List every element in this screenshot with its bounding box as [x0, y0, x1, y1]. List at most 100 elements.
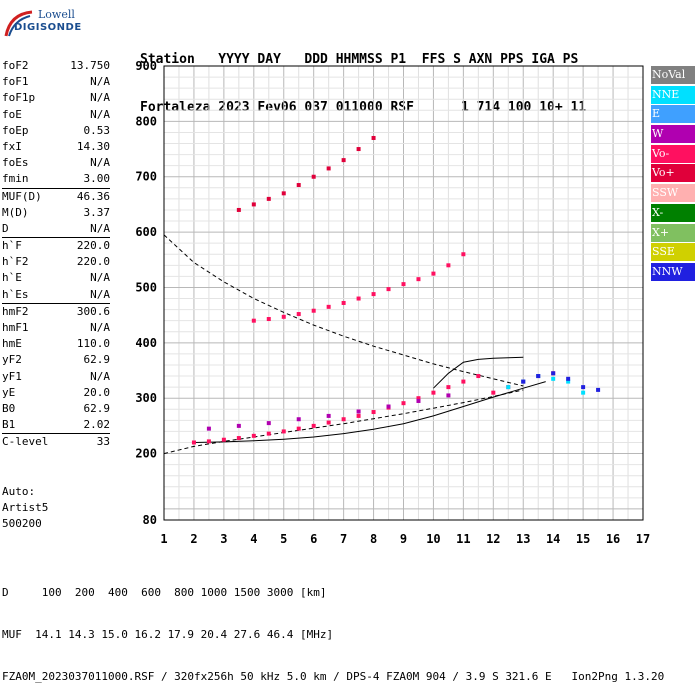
x-tick-label: 14 — [546, 532, 560, 546]
legend-item: NoVal — [651, 66, 695, 84]
data-point — [581, 385, 586, 390]
param-row: h`F 220.0 — [2, 238, 110, 254]
data-point — [416, 277, 421, 282]
auto-line1: Auto: — [2, 485, 36, 498]
data-point — [326, 166, 331, 171]
data-point — [296, 183, 301, 188]
autoscaling-info: Auto: Artist5 500200 — [2, 484, 48, 532]
param-value: 110.0 — [76, 337, 110, 351]
legend-item: SSE — [651, 243, 695, 262]
param-label: yE — [2, 385, 16, 399]
x-tick-label: 3 — [220, 532, 227, 546]
data-point — [371, 410, 376, 415]
data-point — [446, 263, 451, 268]
x-tick-label: 4 — [250, 532, 257, 546]
data-point — [461, 379, 466, 384]
param-value: 220.0 — [76, 239, 110, 253]
param-row: foE N/A — [2, 107, 110, 123]
param-value: 14.30 — [76, 139, 110, 153]
param-row: yF1 N/A — [2, 369, 110, 385]
header-label-date: YYYY DAY — [218, 52, 281, 67]
data-point — [266, 431, 271, 436]
data-point — [266, 196, 271, 201]
data-point — [356, 409, 361, 414]
data-point — [431, 271, 436, 276]
data-point — [401, 282, 406, 287]
param-value: 220.0 — [76, 255, 110, 269]
legend-item: NNE — [651, 85, 695, 104]
param-value: N/A — [90, 271, 110, 285]
y-tick-label: 900 — [135, 59, 157, 73]
param-value: 3.00 — [83, 172, 111, 186]
param-label: M(D) — [2, 205, 29, 219]
x-tick-label: 7 — [340, 532, 347, 546]
data-point — [191, 440, 196, 445]
data-point — [266, 421, 271, 426]
x-tick-label: 11 — [456, 532, 470, 546]
param-row: foEp 0.53 — [2, 123, 110, 139]
x-tick-label: 13 — [516, 532, 530, 546]
logo-swoosh-icon — [4, 10, 33, 37]
param-value: 62.9 — [83, 353, 111, 367]
param-label: yF2 — [2, 353, 22, 367]
x-tick-label: 1 — [160, 532, 167, 546]
header-value-date: 2023 Fev06 — [218, 100, 297, 115]
param-label: hmF1 — [2, 321, 29, 334]
data-point — [476, 374, 481, 379]
param-label: h`F — [2, 239, 22, 253]
param-label: foF1 — [2, 75, 29, 89]
y-axis-ticks: 80 200 300 400 500 600 700 800 900 — [135, 59, 157, 527]
data-point — [326, 304, 331, 309]
param-value: N/A — [90, 221, 110, 235]
param-value: 46.36 — [76, 189, 110, 203]
header-label-sounding: FFS S AXN PPS IGA PS — [421, 52, 579, 67]
footer-info: D 100 200 400 600 800 1000 1500 3000 [km… — [2, 558, 664, 698]
auto-line3: 500200 — [2, 517, 42, 530]
legend: NoVal NNE E W Vo- Vo+ SSW X- X+ SSE NNW — [651, 66, 695, 283]
trace-curve — [193, 381, 546, 443]
param-row: foF1 N/A — [2, 74, 110, 90]
param-row: fmin 3.00 — [2, 171, 110, 187]
param-value: N/A — [90, 91, 110, 105]
param-label: foF2 — [2, 59, 29, 72]
param-row: foF1p N/A — [2, 90, 110, 106]
data-point — [296, 312, 301, 317]
param-value: N/A — [90, 107, 110, 121]
y-tick-label: 80 — [143, 513, 157, 527]
data-point — [326, 413, 331, 418]
param-label: B1 — [2, 418, 16, 432]
data-point — [356, 147, 361, 152]
param-value: N/A — [90, 287, 110, 301]
legend-item: NNW — [651, 262, 695, 281]
footer-muf-line: MUF 14.1 14.3 15.0 16.2 17.9 20.4 27.6 4… — [2, 628, 334, 641]
legend-item: X- — [651, 203, 695, 222]
param-value: 300.6 — [76, 304, 110, 318]
param-label: yF1 — [2, 369, 22, 383]
header-value-station: Fortaleza — [140, 100, 211, 115]
chart-curves — [163, 234, 546, 455]
param-value: 2.02 — [83, 418, 111, 432]
legend-item: E — [651, 105, 695, 124]
y-tick-label: 400 — [135, 336, 157, 350]
param-row: h`Es N/A — [2, 287, 110, 303]
param-value: 20.0 — [83, 385, 111, 399]
data-point — [506, 385, 511, 390]
data-point — [566, 379, 571, 384]
data-point — [341, 300, 346, 305]
param-label: B0 — [2, 401, 16, 415]
data-point — [371, 292, 376, 297]
data-point — [206, 439, 211, 444]
x-tick-label: 15 — [576, 532, 590, 546]
x-tick-label: 17 — [636, 532, 650, 546]
data-point — [596, 387, 601, 392]
param-value: N/A — [90, 369, 110, 383]
ionogram-chart: 1 2 3 4 5 6 7 8 9 10 11 12 13 14 15 16 17 80200300400500… — [135, 59, 650, 546]
param-value: 13.750 — [70, 59, 110, 72]
data-point — [386, 287, 391, 292]
header-value-sounding: 1 714 100 10+ 11 — [460, 100, 587, 115]
param-row: hmF2 300.6 — [2, 304, 110, 320]
data-point — [266, 317, 271, 322]
param-label: foE — [2, 107, 22, 121]
param-row: M(D) 3.37 — [2, 205, 110, 221]
param-value: N/A — [90, 75, 110, 89]
